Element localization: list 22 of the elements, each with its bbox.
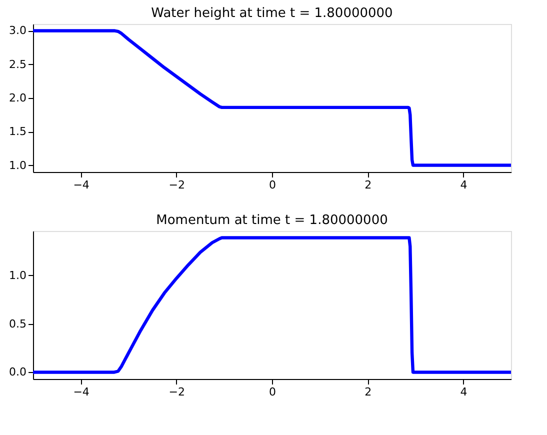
x-tick-label: −4 <box>73 178 90 192</box>
x-tick-label: 2 <box>364 386 372 398</box>
chart-title: Momentum at time t = 1.80000000 <box>156 213 388 228</box>
y-tick-label: 1.5 <box>9 125 26 138</box>
y-tick-label: 0.5 <box>9 317 26 330</box>
x-tick-label: −2 <box>168 386 186 398</box>
y-tick-label: 2.0 <box>9 92 26 104</box>
x-tick-label: 4 <box>460 386 468 398</box>
x-tick-label: −4 <box>73 386 90 398</box>
line-series <box>33 29 511 167</box>
chart-title: Water height at time t = 1.80000000 <box>151 6 393 21</box>
x-tick-label: 0 <box>269 386 276 398</box>
x-tick-label: 0 <box>269 178 276 192</box>
x-tick-label: 4 <box>460 178 468 192</box>
y-tick-label: 0.0 <box>9 366 26 379</box>
y-tick-label: 3.0 <box>9 24 26 38</box>
y-tick-label: 2.5 <box>9 58 26 71</box>
x-tick-label: 2 <box>364 178 372 192</box>
y-tick-label: 1.0 <box>9 158 26 172</box>
x-tick-label: −2 <box>168 178 186 192</box>
line-series <box>33 236 511 374</box>
y-tick-label: 1.0 <box>9 268 26 282</box>
